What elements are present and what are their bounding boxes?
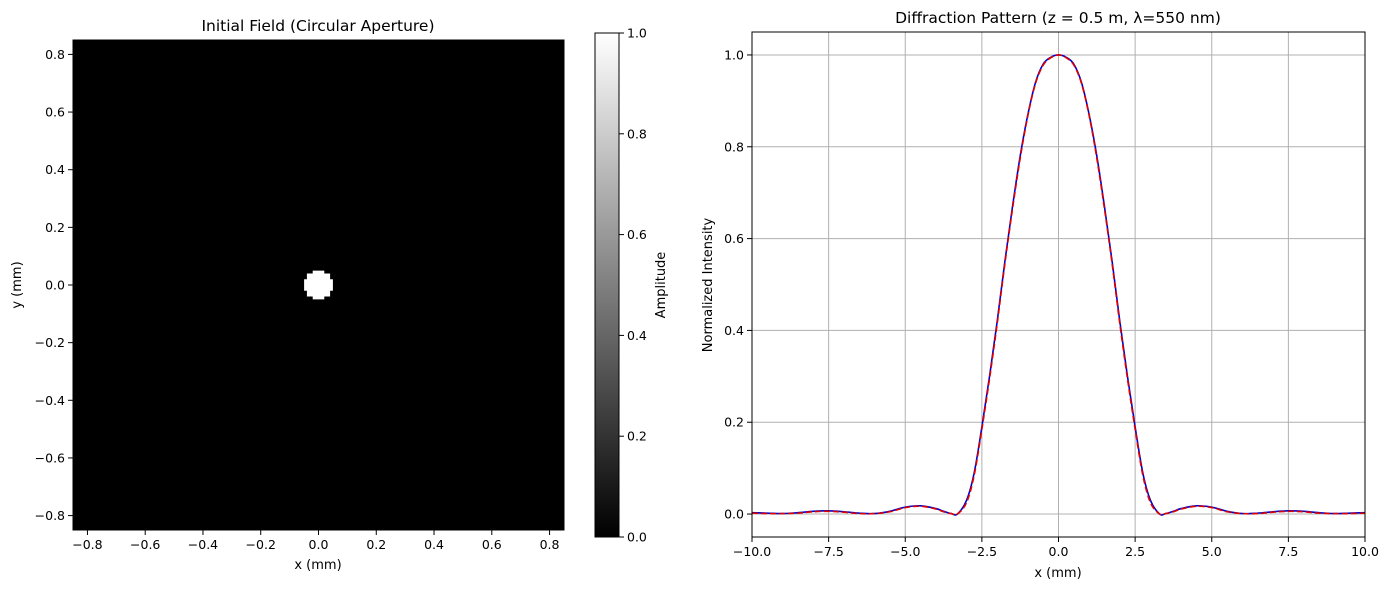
left-chart-title: Initial Field (Circular Aperture) [201,17,434,35]
left-x-tick-label: 0.4 [424,537,444,552]
right-x-tick-label: 0.0 [1049,544,1069,559]
aperture-disk [304,270,333,300]
left-x-tick-label: −0.8 [72,537,102,552]
left-y-ticks: −0.8 −0.6 −0.4 −0.2 0.0 0.2 0.4 0.6 0.8 [35,47,73,523]
left-x-tick-label: −0.2 [246,537,276,552]
colorbar-tick-label: 0.6 [627,227,647,242]
left-x-tick-label: 0.0 [309,537,329,552]
right-y-tick-label: 0.6 [724,231,744,246]
right-x-tick-label: −2.5 [967,544,997,559]
left-x-tick-label: 0.8 [540,537,560,552]
left-x-tick-label: −0.4 [188,537,218,552]
right-y-tick-label: 0.8 [724,139,744,154]
right-y-ticks: 0.0 0.2 0.4 0.6 0.8 1.0 [724,47,752,522]
right-y-tick-label: 0.0 [724,507,744,522]
left-x-tick-label: −0.6 [130,537,160,552]
left-y-tick-label: 0.2 [45,220,65,235]
colorbar-tick-label: 0.4 [627,328,647,343]
right-x-axis-label: x (mm) [1034,566,1081,581]
right-grid [751,32,1366,537]
left-x-tick-label: 0.2 [366,537,386,552]
left-y-tick-label: −0.4 [35,393,65,408]
left-y-tick-label: 0.0 [45,278,65,293]
colorbar-tick-label: 0.0 [627,530,647,545]
right-y-tick-label: 0.2 [724,415,744,430]
colorbar-tick-label: 0.2 [627,429,647,444]
left-x-tick-label: 0.6 [482,537,502,552]
right-x-tick-label: 7.5 [1278,544,1298,559]
right-x-tick-label: 5.0 [1202,544,1222,559]
left-y-tick-label: 0.6 [45,105,65,120]
right-y-axis-label: Normalized Intensity [701,217,716,352]
left-x-ticks: −0.8 −0.6 −0.4 −0.2 0.0 0.2 0.4 0.6 0.8 [72,530,560,552]
left-y-tick-label: 0.4 [45,162,65,177]
right-chart-title: Diffraction Pattern (z = 0.5 m, λ=550 nm… [895,9,1221,27]
right-x-tick-label: 10.0 [1351,544,1379,559]
diffraction-pattern-chart: Diffraction Pattern (z = 0.5 m, λ=550 nm… [701,9,1379,581]
colorbar: 0.0 0.2 0.4 0.6 0.8 1.0 Amplitude [594,26,669,545]
right-y-tick-label: 0.4 [724,323,744,338]
colorbar-ticks: 0.0 0.2 0.4 0.6 0.8 1.0 [619,26,647,545]
right-x-tick-label: −5.0 [890,544,920,559]
colorbar-gradient [594,32,620,538]
aperture-field-chart: Initial Field (Circular Aperture) −0.8 −0… [10,17,565,573]
right-x-tick-label: 2.5 [1125,544,1145,559]
left-x-axis-label: x (mm) [294,558,341,573]
left-y-tick-label: −0.6 [35,450,65,465]
left-y-tick-label: 0.8 [45,47,65,62]
left-y-tick-label: −0.2 [35,335,65,350]
right-x-tick-label: −7.5 [813,544,843,559]
colorbar-label: Amplitude [654,252,669,319]
series-line-2 [751,54,1366,516]
right-x-ticks: −10.0 −7.5 −5.0 −2.5 0.0 2.5 5.0 7.5 10.0 [733,537,1379,559]
colorbar-tick-label: 0.8 [627,126,647,141]
left-y-tick-label: −0.8 [35,508,65,523]
right-y-tick-label: 1.0 [724,47,744,62]
left-y-axis-label: y (mm) [10,261,25,308]
colorbar-tick-label: 1.0 [627,26,647,41]
right-x-tick-label: −10.0 [733,544,771,559]
right-series-lines [751,54,1366,516]
